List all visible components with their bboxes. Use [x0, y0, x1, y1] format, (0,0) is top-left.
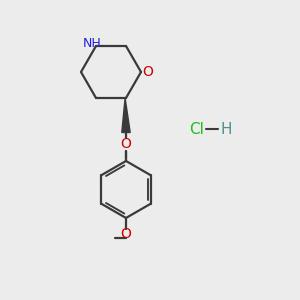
Text: O: O	[121, 226, 131, 241]
Text: O: O	[142, 65, 153, 79]
Text: NH: NH	[83, 37, 101, 50]
Text: H: H	[220, 122, 232, 136]
Text: O: O	[121, 137, 131, 152]
Polygon shape	[122, 98, 130, 133]
Text: Cl: Cl	[189, 122, 204, 136]
